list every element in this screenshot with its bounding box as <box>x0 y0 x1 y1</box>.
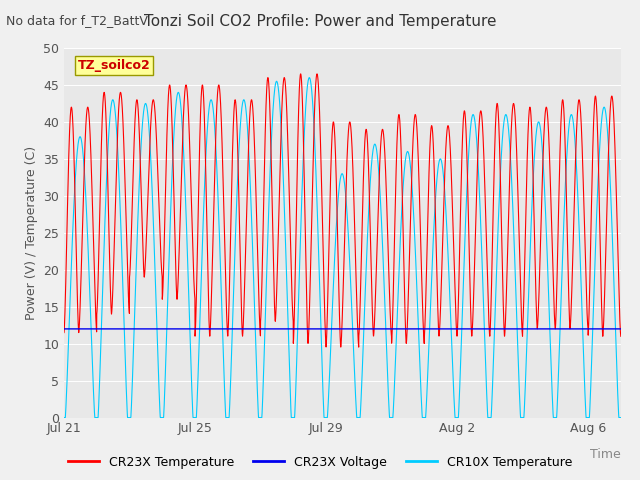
Text: TZ_soilco2: TZ_soilco2 <box>78 59 150 72</box>
Text: Time: Time <box>590 448 621 461</box>
Text: Tonzi Soil CO2 Profile: Power and Temperature: Tonzi Soil CO2 Profile: Power and Temper… <box>144 14 496 29</box>
Legend: CR23X Temperature, CR23X Voltage, CR10X Temperature: CR23X Temperature, CR23X Voltage, CR10X … <box>63 451 577 474</box>
Y-axis label: Power (V) / Temperature (C): Power (V) / Temperature (C) <box>24 146 38 320</box>
Text: No data for f_T2_BattV: No data for f_T2_BattV <box>6 14 148 27</box>
